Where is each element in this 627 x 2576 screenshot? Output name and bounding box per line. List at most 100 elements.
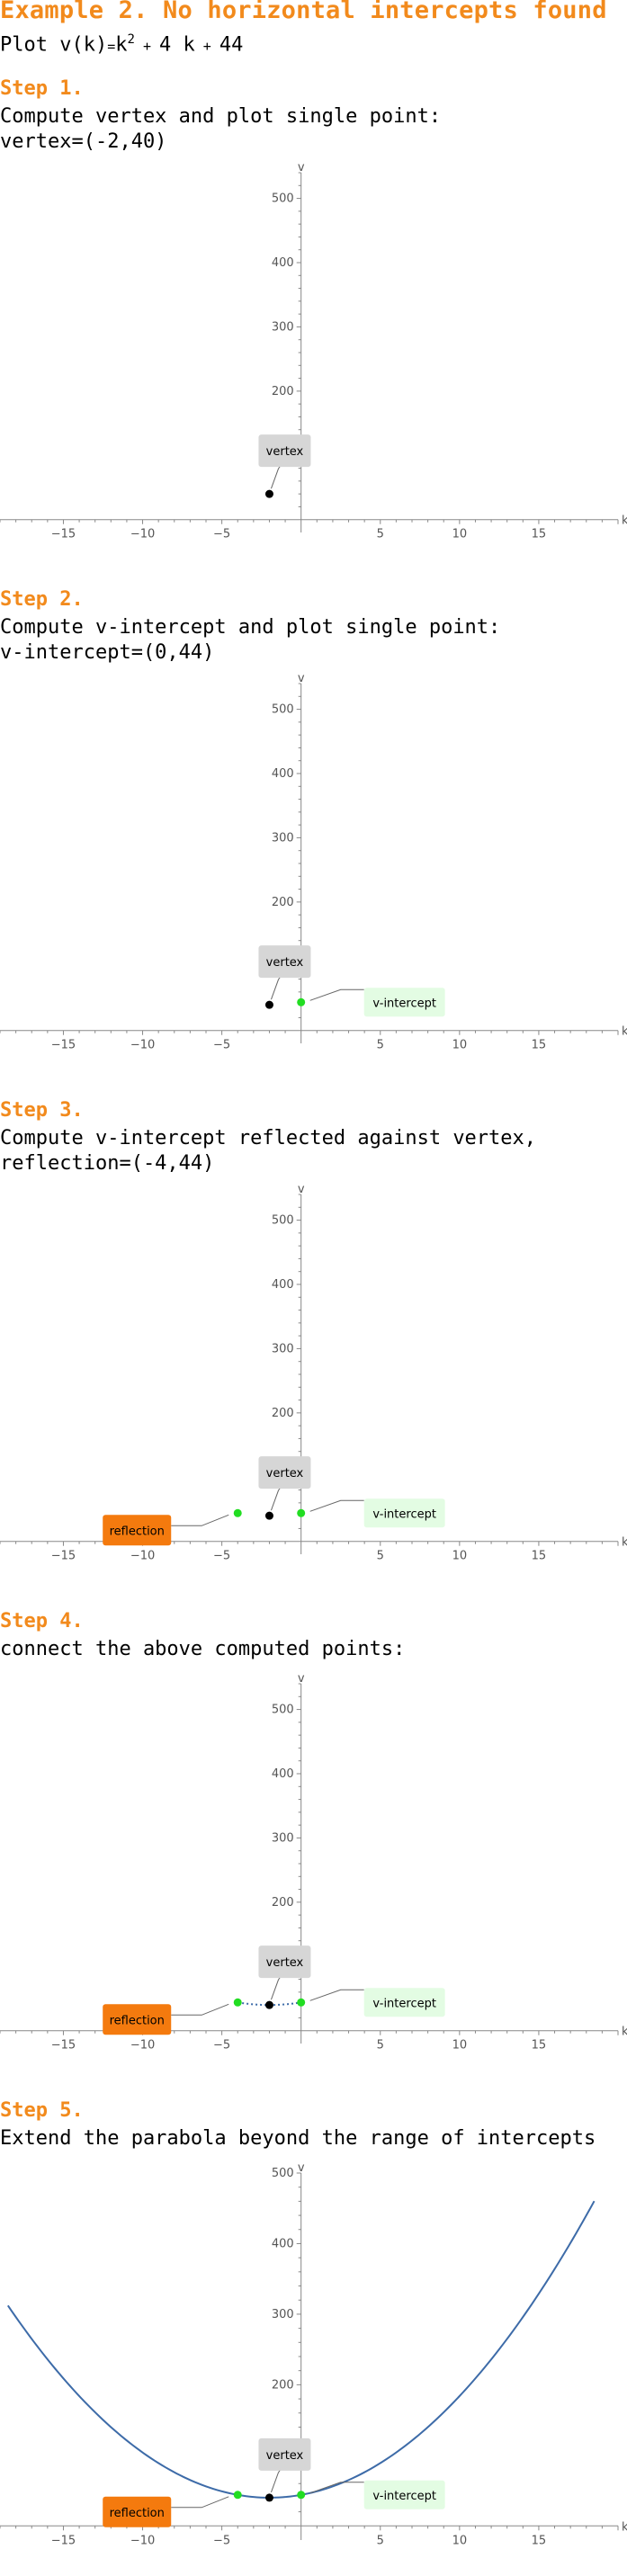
y-tick-label: 400 bbox=[272, 256, 294, 270]
x-tick-label: −5 bbox=[213, 1039, 230, 1052]
x-tick-label: −10 bbox=[130, 528, 155, 541]
y-tick-label: 400 bbox=[272, 767, 294, 781]
x-axis-label: k bbox=[622, 1025, 627, 1039]
x-tick-label: −10 bbox=[130, 2534, 155, 2547]
v-intercept-point bbox=[297, 997, 306, 1006]
step-3-heading: Step 3. bbox=[0, 1099, 84, 1122]
x-tick-label: −5 bbox=[213, 1550, 230, 1563]
step-4-heading: Step 4. bbox=[0, 1610, 84, 1632]
y-tick-label: 200 bbox=[272, 2378, 294, 2392]
x-tick-label: 10 bbox=[452, 1550, 468, 1563]
vertex-label-box bbox=[258, 434, 311, 468]
step-4-line-1: connect the above computed points: bbox=[0, 1638, 406, 1660]
v-intercept-leader-line bbox=[309, 1499, 364, 1512]
step-1-line-2: vertex=(-2,40) bbox=[0, 130, 167, 153]
y-tick-label: 300 bbox=[272, 2308, 294, 2321]
v-intercept-point bbox=[297, 2491, 306, 2500]
plus-sign: + bbox=[194, 38, 219, 55]
y-tick-label: 300 bbox=[272, 320, 294, 334]
x-tick-label: 5 bbox=[377, 2039, 384, 2053]
x-tick-label: −5 bbox=[213, 2534, 230, 2547]
vertex-point bbox=[264, 1511, 273, 1520]
vertex-label-box bbox=[258, 2437, 311, 2471]
reflection-leader-line bbox=[171, 2496, 229, 2509]
reflection-label-box bbox=[103, 1515, 172, 1546]
x-tick-label: 5 bbox=[377, 528, 384, 541]
x-tick-label: −15 bbox=[51, 1550, 76, 1563]
x-tick-label: 10 bbox=[452, 1039, 468, 1052]
x-tick-label: −15 bbox=[51, 528, 76, 541]
function-statement: Plot v(k)=k2 + 4 k + 44 bbox=[0, 32, 243, 56]
v-intercept-leader-line bbox=[309, 988, 364, 1001]
y-tick-label: 500 bbox=[272, 192, 294, 206]
vertex-label-box bbox=[258, 945, 311, 979]
function-exponent: 2 bbox=[127, 32, 135, 47]
step-2-line-2: v-intercept=(0,44) bbox=[0, 641, 215, 664]
x-tick-label: −10 bbox=[130, 1550, 155, 1563]
equals-sign: = bbox=[107, 38, 116, 55]
x-tick-label: 10 bbox=[452, 528, 468, 541]
y-tick-label: 200 bbox=[272, 896, 294, 909]
y-tick-label: 300 bbox=[272, 1342, 294, 1355]
y-tick-label: 300 bbox=[272, 1831, 294, 1845]
v-intercept-label-box bbox=[363, 2480, 445, 2509]
y-tick-label: 200 bbox=[272, 1407, 294, 1420]
y-axis-label: v bbox=[298, 2161, 305, 2175]
y-tick-label: 400 bbox=[272, 2237, 294, 2250]
v-intercept-label-box bbox=[363, 1988, 445, 2017]
step-3-text: Compute v-intercept reflected against ve… bbox=[0, 1126, 536, 1176]
x-axis-label: k bbox=[622, 2520, 627, 2534]
function-constant: 44 bbox=[219, 33, 244, 57]
reflection-label: reflection bbox=[110, 1525, 165, 1538]
y-axis-label: v bbox=[298, 161, 305, 174]
x-tick-label: −15 bbox=[51, 2534, 76, 2547]
x-tick-label: 10 bbox=[452, 2039, 468, 2053]
x-axis-label: k bbox=[622, 514, 627, 528]
x-tick-label: −5 bbox=[213, 528, 230, 541]
reflection-leader-line bbox=[171, 2003, 229, 2016]
function-linear-term: 4 k bbox=[159, 33, 195, 57]
vertex-label: vertex bbox=[266, 445, 304, 459]
v-intercept-leader-line bbox=[309, 2482, 364, 2494]
y-tick-label: 200 bbox=[272, 1896, 294, 1910]
step-2-heading: Step 2. bbox=[0, 588, 84, 611]
vertex-point bbox=[264, 2000, 273, 2009]
y-tick-label: 500 bbox=[272, 1214, 294, 1228]
step-3-line-1: Compute v-intercept reflected against ve… bbox=[0, 1127, 537, 1149]
step-1-text: Compute vertex and plot single point: ve… bbox=[0, 104, 441, 155]
reflection-label: reflection bbox=[110, 2014, 165, 2027]
y-tick-label: 500 bbox=[272, 2167, 294, 2180]
step-4-text: connect the above computed points: bbox=[0, 1637, 405, 1662]
v-intercept-label-box bbox=[363, 988, 445, 1017]
y-axis-label: v bbox=[298, 1183, 305, 1196]
y-tick-label: 200 bbox=[272, 385, 294, 398]
vertex-point bbox=[264, 1000, 273, 1009]
x-tick-label: 15 bbox=[532, 1039, 547, 1052]
vertex-point bbox=[264, 489, 273, 498]
x-tick-label: 15 bbox=[532, 2534, 547, 2547]
step-4-chart: −15−10−551015100200300400500kvvertexv-in… bbox=[0, 1672, 627, 2053]
y-tick-label: 300 bbox=[272, 831, 294, 845]
v-intercept-leader-line bbox=[309, 1989, 364, 2001]
step-2-line-1: Compute v-intercept and plot single poin… bbox=[0, 616, 501, 639]
y-tick-label: 400 bbox=[272, 1767, 294, 1781]
step-5-line-1: Extend the parabola beyond the range of … bbox=[0, 2127, 596, 2150]
x-tick-label: 15 bbox=[532, 1550, 547, 1563]
v-intercept-label-box bbox=[363, 1498, 445, 1528]
x-tick-label: 5 bbox=[377, 1039, 384, 1052]
vertex-label-box bbox=[258, 1945, 311, 1979]
y-tick-label: 500 bbox=[272, 703, 294, 717]
vertex-point bbox=[264, 2493, 273, 2502]
x-tick-label: 10 bbox=[452, 2534, 468, 2547]
plus-sign: + bbox=[134, 38, 160, 55]
step-2-chart: −15−10−551015100200300400500kvvertexv-in… bbox=[0, 672, 627, 1052]
step-3-chart: −15−10−551015100200300400500kvvertexv-in… bbox=[0, 1183, 627, 1563]
reflection-point bbox=[233, 1998, 242, 2007]
step-1-heading: Step 1. bbox=[0, 77, 84, 100]
vertex-label: vertex bbox=[266, 1956, 304, 1970]
x-tick-label: 5 bbox=[377, 1550, 384, 1563]
reflection-label: reflection bbox=[110, 2507, 165, 2520]
x-tick-label: −10 bbox=[130, 2039, 155, 2053]
y-axis-label: v bbox=[298, 1672, 305, 1686]
x-tick-label: 5 bbox=[377, 2534, 384, 2547]
